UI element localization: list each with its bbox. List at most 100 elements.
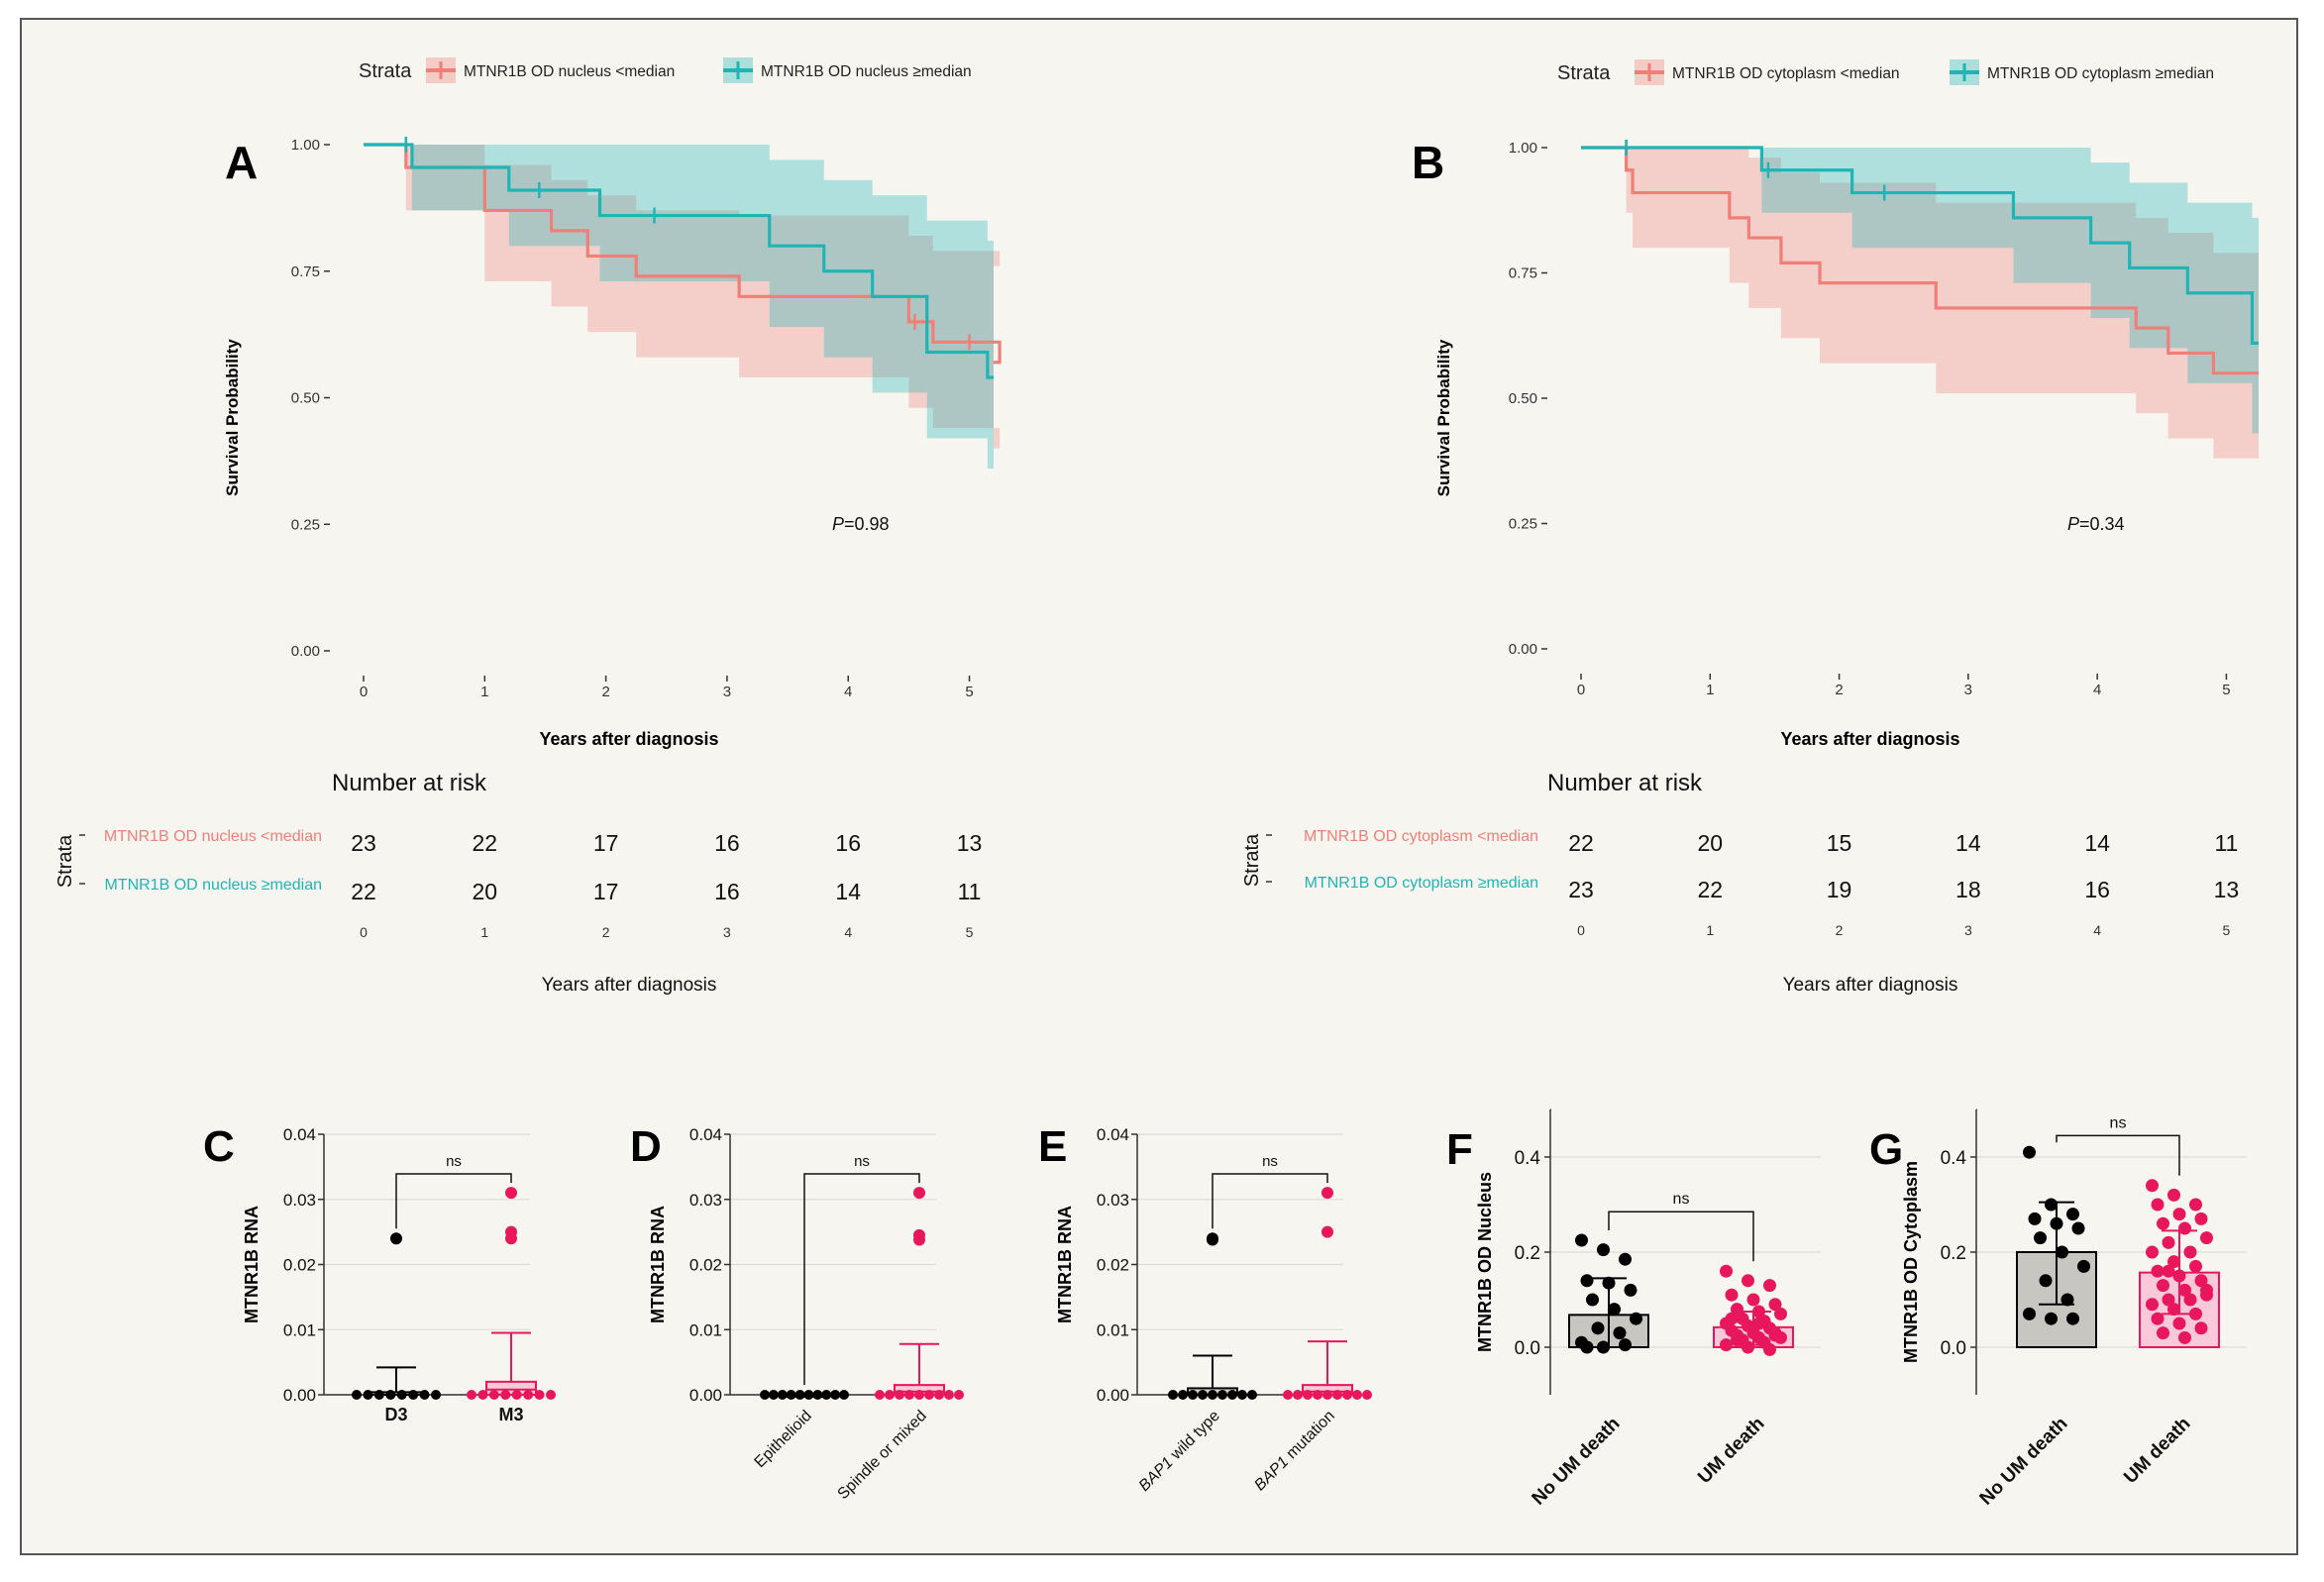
outlier-point	[1321, 1187, 1333, 1200]
data-point	[1597, 1243, 1610, 1257]
p-label: P	[832, 514, 844, 534]
data-point	[934, 1390, 944, 1400]
x-tick-label: UM death	[1694, 1414, 1768, 1488]
data-point	[1293, 1390, 1303, 1400]
data-point	[1746, 1293, 1760, 1307]
legend-title: Strata	[359, 60, 412, 82]
data-point	[1342, 1390, 1352, 1400]
data-point	[2050, 1216, 2063, 1230]
p-value: P=0.34	[2067, 514, 2125, 534]
y-tick-label: 0.01	[689, 1320, 722, 1339]
x-tick-label: 3	[723, 684, 731, 700]
box	[485, 1380, 537, 1396]
risk-count: 13	[2214, 877, 2240, 902]
data-point	[1597, 1340, 1610, 1354]
survival-curve-1	[1581, 146, 2259, 345]
data-point	[2167, 1255, 2180, 1269]
significance-label: ns	[854, 1153, 870, 1170]
box-panel-D: D 0.00 0.01 0.02 0.03 0.04 MTNR1B RNA Epithelio…	[630, 1122, 964, 1503]
significance-bracket	[1212, 1173, 1328, 1229]
panel-label: D	[630, 1122, 662, 1171]
data-point	[2151, 1264, 2165, 1278]
data-point	[1362, 1390, 1372, 1400]
risk-count: 11	[958, 879, 982, 904]
data-point	[1763, 1342, 1776, 1356]
data-point	[1613, 1326, 1627, 1340]
data-point	[2194, 1274, 2208, 1288]
y-axis-label: Survival Probability	[223, 339, 242, 496]
y-tick-label: 0.4	[1515, 1148, 1541, 1169]
y-axis-label: MTNR1B OD Nucleus	[1475, 1172, 1495, 1352]
y-tick-label: 0.00	[1097, 1386, 1129, 1405]
data-point	[1332, 1390, 1342, 1400]
risk-count: 14	[2084, 830, 2110, 856]
x-tick-label: M3	[498, 1405, 523, 1424]
x-tick-label: 1	[480, 684, 488, 700]
data-point	[1168, 1390, 1178, 1400]
y-tick-label: 0.04	[689, 1125, 722, 1144]
data-point	[534, 1390, 545, 1400]
legend-title: Strata	[1557, 62, 1611, 84]
data-point	[904, 1390, 914, 1400]
risk-count: 14	[835, 879, 861, 904]
data-point	[2066, 1208, 2079, 1221]
panel-label: G	[1869, 1125, 1903, 1174]
bar-panel-G: G 0.0 0.2 0.4 MTNR1B OD Cytoplasm No UM death…	[1869, 1108, 2247, 1510]
y-tick-label: 0.03	[689, 1191, 722, 1210]
data-point	[2167, 1188, 2180, 1202]
data-point	[488, 1390, 499, 1400]
significance-label: ns	[446, 1153, 462, 1170]
ci-band-1	[364, 145, 994, 470]
data-point	[2023, 1307, 2036, 1320]
y-tick-label: 0.04	[1097, 1125, 1129, 1144]
data-point	[2194, 1212, 2208, 1225]
legend-label: MTNR1B OD nucleus <median	[464, 63, 675, 80]
y-tick-label: 0.4	[1941, 1148, 1967, 1169]
x-tick-label: Epithelioid	[752, 1408, 815, 1471]
risk-count: 22	[1568, 830, 1594, 856]
data-point	[373, 1390, 384, 1400]
box-panel-C: C 0.00 0.01 0.02 0.03 0.04 MTNR1B RNA D3 M3 ns	[203, 1122, 556, 1424]
y-axis-label: Survival Probability	[1434, 339, 1453, 496]
data-point	[523, 1390, 534, 1400]
significance-bracket	[803, 1173, 920, 1385]
x-axis-label: Years after diagnosis	[1780, 729, 1959, 749]
data-point	[1752, 1305, 1765, 1318]
x-axis-label: Years after diagnosis	[539, 729, 718, 749]
data-point	[1731, 1333, 1743, 1347]
data-point	[2189, 1307, 2202, 1320]
data-point	[2178, 1330, 2191, 1344]
data-point	[2178, 1221, 2191, 1235]
y-tick-label: 0.0	[1941, 1338, 1966, 1359]
bar-panel-F: F 0.0 0.2 0.4 MTNR1B OD Nucleus No UM death UM…	[1446, 1108, 1821, 1510]
risk-x-axis-label: Years after diagnosis	[1783, 975, 1958, 996]
x-tick-label: 4	[2093, 682, 2101, 698]
data-point	[2066, 1312, 2079, 1325]
risk-count: 22	[1697, 877, 1723, 902]
risk-table-title: Number at risk	[332, 770, 487, 796]
y-tick-label: 0.2	[1515, 1243, 1540, 1264]
data-point	[546, 1390, 556, 1400]
data-point	[2178, 1283, 2191, 1297]
risk-count: 16	[714, 879, 740, 904]
data-point	[2200, 1231, 2213, 1245]
data-point	[1352, 1390, 1362, 1400]
x-tick-label: 3	[1964, 682, 1972, 698]
data-point	[2077, 1259, 2090, 1273]
y-tick-label: 0.00	[283, 1386, 316, 1405]
data-point	[1208, 1390, 1217, 1400]
y-tick-label: 0.75	[291, 264, 320, 280]
data-point	[1720, 1264, 1733, 1278]
x-label-rest: mutation	[1280, 1408, 1338, 1466]
data-point	[2060, 1293, 2074, 1307]
data-point	[1580, 1274, 1594, 1288]
risk-count: 13	[957, 830, 983, 856]
data-point	[1188, 1390, 1198, 1400]
data-point	[2157, 1279, 2169, 1293]
risk-row-label: MTNR1B OD cytoplasm ≥median	[1305, 875, 1538, 892]
y-axis-label: MTNR1B RNA	[242, 1206, 262, 1323]
data-point	[1742, 1340, 1754, 1354]
data-point	[2157, 1326, 2169, 1340]
data-point	[1763, 1279, 1776, 1293]
data-point	[768, 1390, 779, 1400]
